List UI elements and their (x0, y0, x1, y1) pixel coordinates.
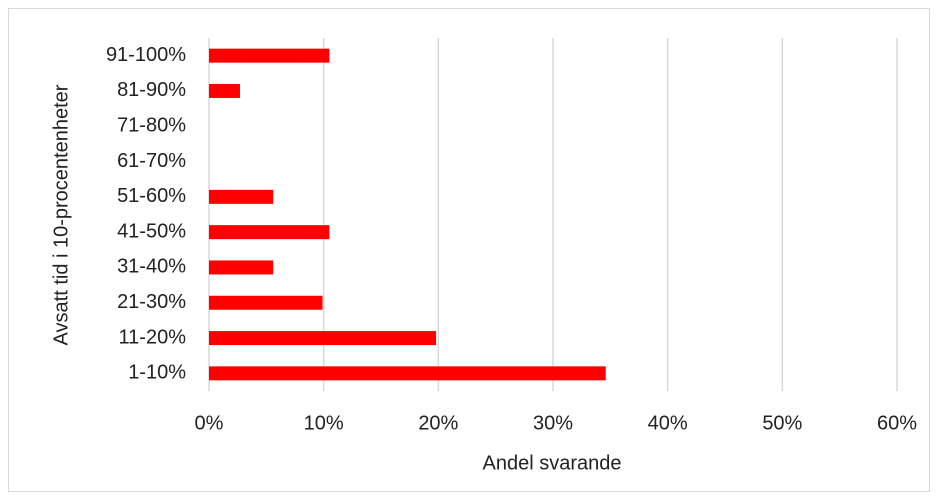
y-tick-label: 51-60% (117, 185, 186, 207)
x-tick-label: 0% (195, 412, 224, 434)
bar (209, 225, 330, 240)
x-tick-label: 10% (304, 412, 344, 434)
x-tick-label: 30% (533, 412, 573, 434)
bar (209, 366, 606, 381)
x-tick-label: 20% (418, 412, 458, 434)
y-tick-label: 1-10% (128, 362, 186, 384)
y-tick-label: 11-20% (119, 326, 187, 348)
y-tick-label: 81-90% (117, 79, 186, 101)
bar (209, 295, 323, 310)
bar (209, 331, 437, 346)
x-tick-label: 50% (762, 412, 802, 434)
bar (209, 189, 274, 204)
y-tick-label: 31-40% (117, 256, 186, 278)
y-tick-label: 61-70% (117, 150, 186, 172)
y-tick-label: 71-80% (117, 115, 186, 137)
y-tick-label: 21-30% (117, 291, 186, 313)
y-tick-label: 41-50% (117, 220, 186, 242)
x-tick-label: 60% (877, 412, 917, 434)
bar (209, 48, 330, 63)
y-tick-label: 91-100% (106, 44, 186, 66)
chart-border (8, 8, 930, 492)
bar (209, 260, 274, 275)
x-axis-title: Andel svarande (483, 452, 622, 474)
x-tick-label: 40% (648, 412, 688, 434)
bar (209, 83, 240, 98)
y-axis-title: Avsatt tid i 10-procentenheter (50, 84, 72, 345)
